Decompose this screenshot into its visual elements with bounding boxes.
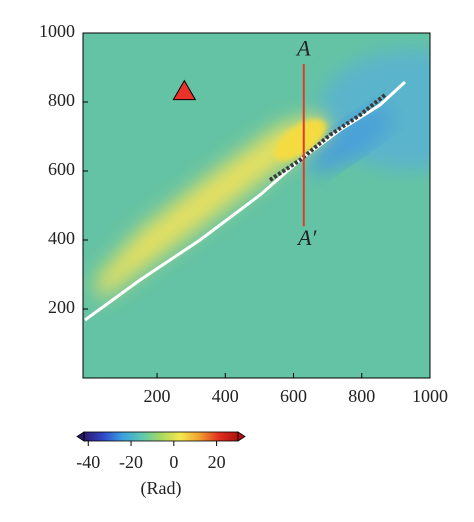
y-tick-label: 1000 xyxy=(39,21,75,41)
profile-label: A xyxy=(295,35,311,60)
colorbar xyxy=(84,432,238,441)
colorbar-tick-label: -20 xyxy=(119,452,143,472)
y-tick-label: 200 xyxy=(48,297,75,317)
colorbar-tick-label: 0 xyxy=(169,452,178,472)
colorbar-tick-label: 20 xyxy=(208,452,226,472)
interferogram xyxy=(83,33,430,378)
colorbar-tick-label: -40 xyxy=(76,452,100,472)
x-tick-label: 400 xyxy=(212,386,239,406)
x-tick-label: 200 xyxy=(144,386,171,406)
y-tick-label: 800 xyxy=(48,90,75,110)
x-tick-label: 600 xyxy=(280,386,307,406)
plot-frame xyxy=(82,32,431,379)
x-tick-label: 800 xyxy=(348,386,375,406)
colorbar-frame xyxy=(83,431,239,442)
y-tick-label: 600 xyxy=(48,159,75,179)
colorbar-end xyxy=(237,431,246,442)
station-marker xyxy=(172,79,197,101)
x-tick-label: 1000 xyxy=(412,386,448,406)
colorbar-end xyxy=(76,431,85,442)
colorbar-label: (Rad) xyxy=(141,478,182,499)
profile-label: A′ xyxy=(296,225,317,250)
y-tick-label: 400 xyxy=(48,228,75,248)
